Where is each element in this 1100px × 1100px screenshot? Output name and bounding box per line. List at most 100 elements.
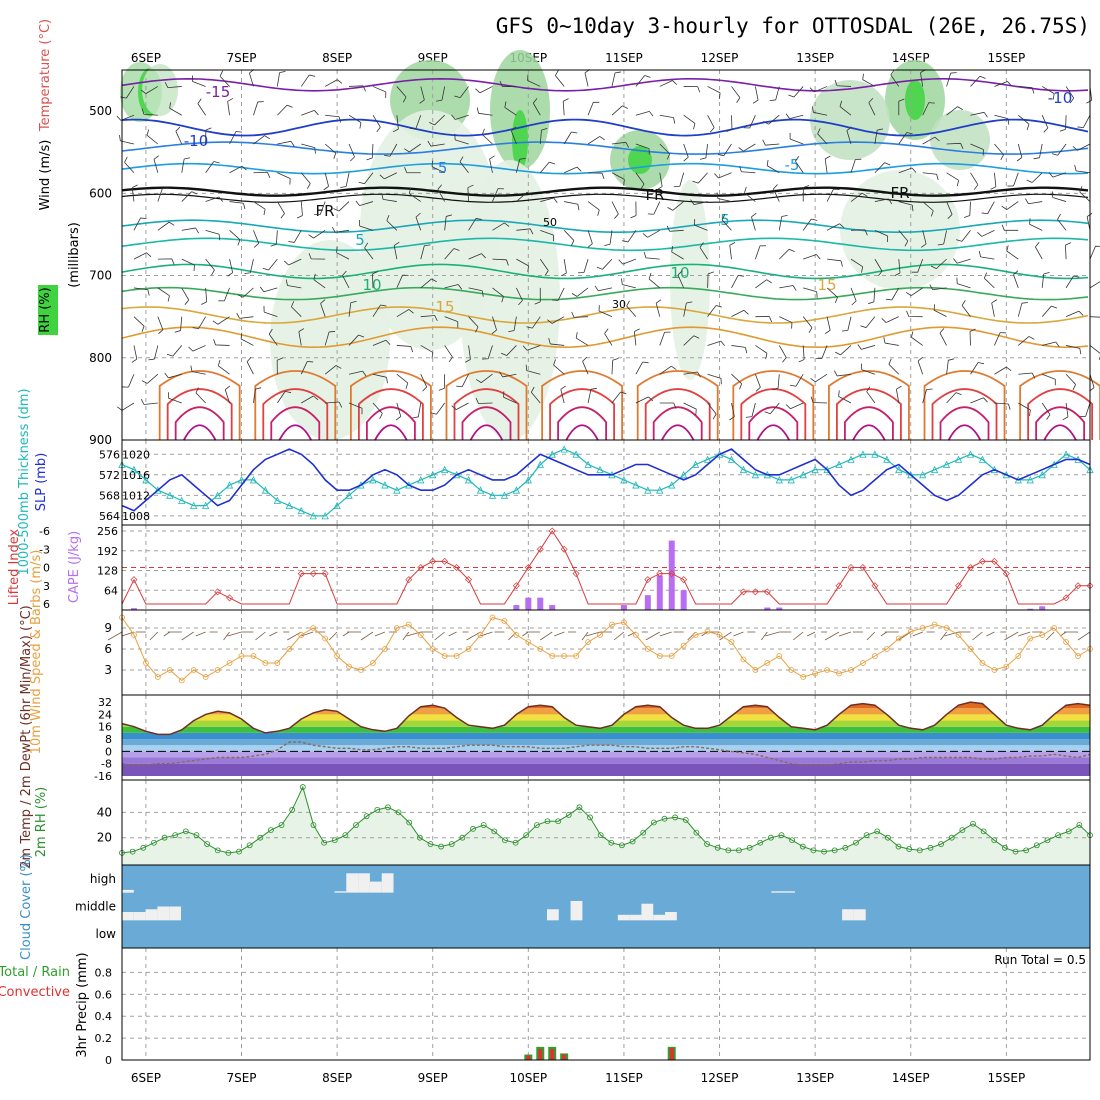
wind10m-panel: 3 6 9 [104,609,1093,696]
wind-barb [930,258,947,269]
wind-barb [153,155,159,173]
wind10m-marker [1075,653,1081,659]
wind-barb [618,258,637,265]
wind10m-marker [860,660,866,666]
wind10m-marker [1027,635,1034,642]
rh2m-marker [587,814,593,821]
thickness-tick: 564 [99,510,120,523]
wind-barb [994,332,1007,346]
wind-barb [164,372,182,379]
wind-barb [1025,198,1043,205]
cloud-fraction-box [783,891,795,893]
lifted-index-marker [441,557,449,565]
thickness-marker [202,501,210,509]
wind-barb [970,362,985,375]
wind-barb [168,392,182,404]
warm-contour-arch [756,424,791,441]
isotherm-label: FR [645,186,664,204]
wind-barb [253,230,260,248]
warm-contour-arch [565,424,599,441]
wind-barb [181,258,195,272]
wind-barb [803,287,818,298]
wind-barb [530,386,541,404]
wind-barb [428,114,445,126]
wind-barb [707,340,725,346]
wind-barb [571,287,589,297]
wind-barb [763,114,780,125]
wind10m-marker [907,628,914,635]
cape-bar [680,590,687,610]
cloud-fraction-box [570,900,583,921]
wind-barb [308,230,326,239]
wind10m-marker [1051,625,1058,631]
thickness-marker [417,476,425,484]
wind-barb [420,345,434,359]
wind10m-axis-label: 10m Wind Speed & Barbs (m/s) [29,550,44,755]
wind-barb [937,230,947,246]
wind-barb [745,402,756,418]
wind-barb [560,385,566,404]
wind-barb [994,114,1010,125]
wind-barb [384,143,398,157]
wind-barb [1018,114,1030,131]
cloud-axis-label: Cloud Cover (%) [19,854,34,960]
wind-barb [224,385,231,404]
wind-barb [192,316,206,330]
wind-barb [1079,186,1091,202]
wind10m-barb [227,631,242,637]
precip-legend-total: Total / Rain [0,965,70,980]
wind-barb [598,305,613,318]
thickness-marker [847,455,855,463]
wind-barb [430,402,445,415]
wind-barb [659,331,671,346]
lifted-index-marker [453,564,461,571]
wind-barb [922,201,934,217]
rh2m-marker [991,837,998,844]
wind-barb [970,172,979,190]
rh2m-marker [172,832,179,839]
thickness-axis-label: 1000-500mb Thickness (dm) [17,388,32,575]
wind-barb [324,79,343,87]
wind-barb [325,114,342,123]
wind-barb [325,401,343,408]
wind-barb [372,86,387,98]
wind10m-marker [632,632,639,638]
precip-tick: 0 [105,1054,112,1067]
rh2m-marker [140,844,147,851]
wind-barb [635,361,649,375]
wind-barb [707,115,715,133]
temperature-axis-label-line-0: 2m Temp / 2m DewPt (6hr Min/Max) (°C) [19,605,34,868]
thickness-marker [751,470,760,479]
warm-contour-arch [844,406,894,440]
wind-barb [175,126,183,145]
wind-barb [575,332,589,346]
warm-contour-arch [166,388,233,440]
cloud-fraction-box [665,912,677,921]
wind-barb [1077,115,1091,129]
wind-barb [133,316,145,332]
isotherm-line [121,193,1089,203]
rh2m-marker [512,839,519,846]
wind10m-barb [645,631,660,641]
wind10m-marker [453,653,460,659]
wind-barb [396,86,407,103]
wind-barb [435,86,446,102]
date-label-top: 6SEP [131,51,161,65]
cloud-level-label: high [90,872,116,886]
temp-tick: 8 [105,733,112,746]
warm-contour-arch [947,424,982,441]
cloud-fraction-box [641,903,654,921]
rh2m-marker [736,847,742,854]
thickness-marker [620,476,628,484]
wind-barb [731,345,748,354]
wind-barb [301,395,319,404]
temp-tick: 16 [98,721,112,734]
wind-barb [324,143,337,159]
wind-barb [817,128,828,145]
wind-barb [922,136,940,145]
cloud-fraction-box [653,914,666,921]
pressure-tick: 900 [89,433,112,447]
wind-barb [240,332,254,346]
thickness-marker [273,496,282,504]
